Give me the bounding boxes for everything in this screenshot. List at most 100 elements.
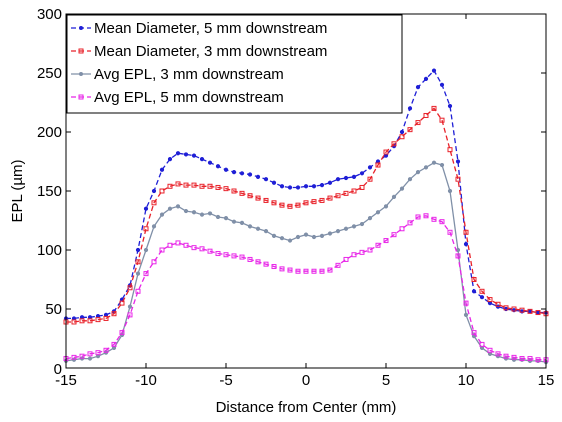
data-point: [279, 266, 285, 272]
y-tick-label: 0: [54, 361, 62, 378]
data-point: [407, 127, 413, 133]
x-axis-title: Distance from Center (mm): [216, 399, 397, 416]
data-point: [295, 202, 301, 208]
legend-label: Mean Diameter, 3 mm downstream: [94, 43, 327, 60]
data-point: [279, 184, 285, 189]
data-point: [383, 204, 389, 209]
data-point: [471, 289, 477, 294]
data-point: [111, 311, 117, 317]
data-point: [271, 180, 277, 185]
data-point: [231, 170, 237, 175]
legend-label: Mean Diameter, 5 mm downstream: [94, 20, 327, 37]
data-point: [447, 103, 453, 109]
data-point: [143, 271, 149, 277]
y-tick-label: 150: [37, 183, 62, 200]
data-point: [335, 193, 341, 199]
data-point: [103, 347, 109, 353]
data-point: [319, 268, 325, 274]
data-point: [191, 245, 197, 251]
data-point: [215, 184, 221, 190]
data-point: [455, 159, 461, 164]
data-point: [119, 300, 125, 306]
x-tick-label: 5: [382, 372, 390, 389]
data-point: [367, 247, 373, 253]
data-point: [311, 268, 317, 274]
data-point: [255, 195, 261, 201]
data-point: [223, 186, 229, 192]
data-point: [399, 129, 405, 135]
data-point: [263, 177, 269, 182]
data-point: [487, 347, 493, 353]
data-point: [71, 319, 77, 325]
data-point: [415, 120, 421, 126]
data-point: [183, 208, 189, 214]
data-point: [359, 171, 365, 176]
legend-marker: [78, 94, 84, 100]
data-point: [239, 190, 245, 196]
data-point: [431, 160, 437, 165]
data-point: [463, 242, 469, 247]
data-point: [119, 330, 125, 336]
y-tick-label: 100: [37, 242, 62, 259]
legend-item: Avg EPL, 5 mm downstream: [71, 89, 284, 106]
data-point: [287, 238, 293, 243]
data-point: [479, 295, 485, 300]
x-tick-label: 15: [538, 372, 555, 389]
data-point: [87, 351, 93, 357]
data-point: [407, 220, 413, 226]
data-point: [423, 213, 429, 219]
y-tick-label: 50: [45, 301, 62, 318]
data-point: [263, 261, 269, 267]
data-point: [311, 184, 317, 189]
data-point: [535, 310, 541, 316]
x-tick-label: -10: [135, 372, 157, 389]
data-point: [175, 204, 181, 209]
data-point: [135, 288, 141, 294]
data-point: [167, 157, 173, 162]
data-point: [87, 318, 93, 324]
data-point: [207, 160, 213, 165]
data-point: [391, 194, 397, 199]
data-point: [295, 268, 301, 274]
data-point: [351, 188, 357, 194]
data-point: [183, 152, 189, 157]
data-point: [327, 267, 333, 273]
data-point: [287, 203, 293, 209]
legend-box: [66, 14, 403, 114]
data-point: [503, 305, 509, 311]
data-point: [423, 165, 429, 170]
data-point: [439, 162, 445, 168]
data-point: [215, 214, 221, 220]
data-point: [407, 177, 413, 182]
data-point: [215, 164, 221, 169]
data-point: [127, 285, 133, 291]
data-point: [159, 167, 165, 172]
data-point: [399, 134, 405, 140]
data-point: [319, 197, 325, 203]
legend-label: Avg EPL, 3 mm downstream: [94, 66, 284, 83]
data-point: [127, 304, 133, 309]
data-point: [279, 202, 285, 208]
data-point: [343, 175, 349, 181]
data-point: [143, 206, 149, 211]
data-point: [247, 256, 253, 262]
data-point: [319, 233, 325, 238]
data-point: [335, 177, 341, 182]
data-point: [247, 224, 253, 229]
data-point: [303, 184, 309, 189]
data-point: [175, 181, 181, 187]
data-point: [359, 221, 365, 227]
data-point: [359, 249, 365, 255]
y-tick-label: 200: [37, 124, 62, 141]
data-point: [527, 356, 533, 362]
data-point: [239, 171, 245, 176]
data-point: [399, 226, 405, 232]
data-point: [223, 167, 229, 172]
data-point: [199, 183, 205, 189]
data-point: [135, 259, 141, 265]
data-point: [231, 253, 237, 259]
data-point: [151, 259, 157, 265]
data-point: [471, 330, 477, 336]
data-point: [95, 350, 101, 356]
legend-item: Avg EPL, 3 mm downstream: [71, 66, 284, 83]
